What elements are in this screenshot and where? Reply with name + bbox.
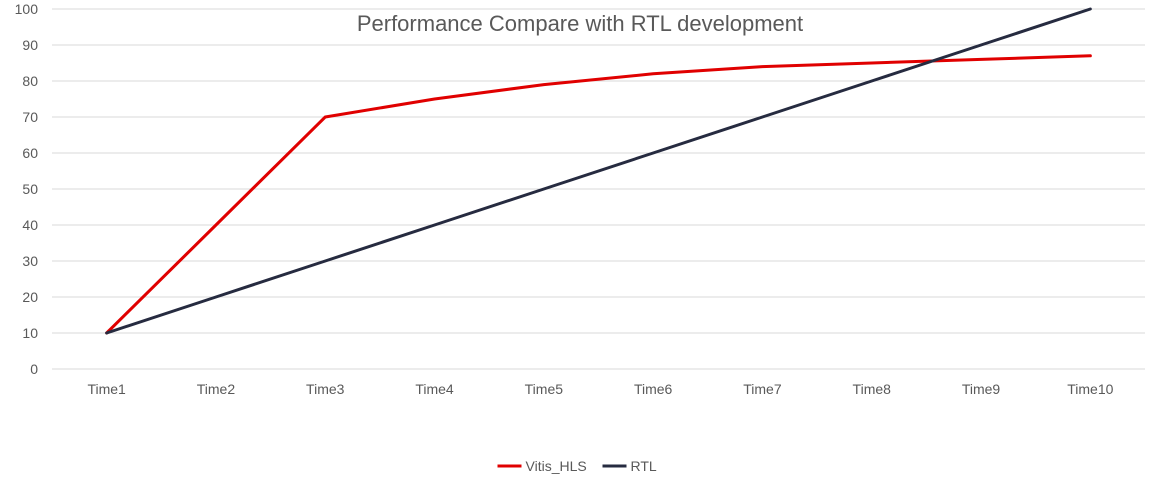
y-axis-ticks: 0 10 20 30 40 50 60 70 80 90 100 (15, 1, 39, 377)
legend-label: RTL (631, 458, 657, 474)
y-tick-label: 10 (22, 325, 38, 341)
y-tick-label: 60 (22, 145, 38, 161)
x-tick-label: Time7 (743, 381, 782, 397)
x-tick-label: Time8 (853, 381, 892, 397)
x-tick-label: Time6 (634, 381, 673, 397)
y-tick-label: 90 (22, 37, 38, 53)
series-lines (105, 7, 1092, 335)
series-line-rtl (105, 7, 1092, 335)
x-tick-label: Time9 (962, 381, 1001, 397)
x-tick-label: Time2 (197, 381, 236, 397)
y-tick-label: 100 (15, 1, 39, 17)
y-tick-label: 70 (22, 109, 38, 125)
legend: Vitis_HLS RTL (497, 458, 657, 474)
chart-title: Performance Compare with RTL development (357, 11, 803, 36)
gridlines (52, 8, 1145, 370)
y-tick-label: 40 (22, 217, 38, 233)
x-tick-label: Time10 (1067, 381, 1113, 397)
y-tick-label: 50 (22, 181, 38, 197)
series-line-vitis-hls (105, 54, 1092, 335)
y-tick-label: 20 (22, 289, 38, 305)
x-axis-ticks: Time1 Time2 Time3 Time4 Time5 Time6 Time7 Time8… (87, 381, 1113, 397)
x-tick-label: Time1 (87, 381, 126, 397)
y-tick-label: 0 (30, 361, 38, 377)
x-tick-label: Time3 (306, 381, 345, 397)
x-tick-label: Time4 (415, 381, 454, 397)
x-tick-label: Time5 (525, 381, 564, 397)
legend-label: Vitis_HLS (526, 458, 587, 474)
y-tick-label: 80 (22, 73, 38, 89)
y-tick-label: 30 (22, 253, 38, 269)
